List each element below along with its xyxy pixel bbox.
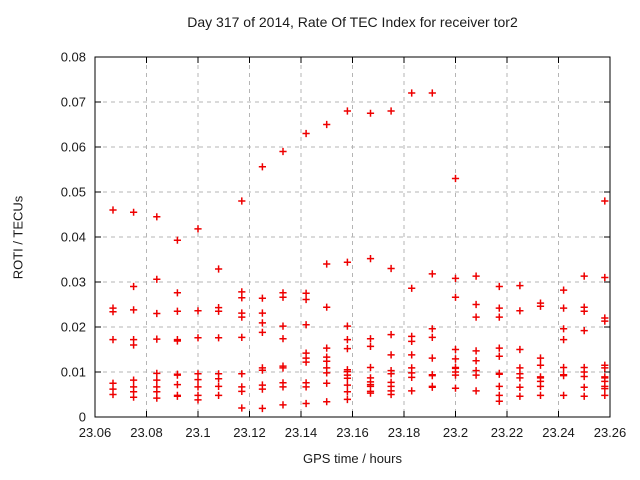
x-tick-label: 23.12 [233, 425, 266, 440]
x-tick-label: 23.14 [285, 425, 318, 440]
y-tick-label: 0.02 [61, 320, 86, 335]
x-tick-label: 23.18 [388, 425, 421, 440]
y-tick-label: 0.06 [61, 140, 86, 155]
y-tick-label: 0.07 [61, 95, 86, 110]
y-tick-label: 0.08 [61, 50, 86, 65]
x-tick-label: 23.2 [443, 425, 468, 440]
x-tick-label: 23.24 [542, 425, 575, 440]
x-axis-title: GPS time / hours [303, 451, 402, 466]
x-tick-label: 23.26 [594, 425, 627, 440]
chart-title: Day 317 of 2014, Rate Of TEC Index for r… [187, 14, 518, 30]
data-points [109, 89, 609, 413]
x-tick-label: 23.08 [130, 425, 163, 440]
x-tick-label: 23.22 [491, 425, 524, 440]
y-tick-label: 0.04 [61, 230, 86, 245]
y-tick-label: 0.03 [61, 275, 86, 290]
y-tick-label: 0.05 [61, 185, 86, 200]
x-tick-label: 23.1 [185, 425, 210, 440]
y-tick-label: 0 [79, 410, 86, 425]
x-tick-label: 23.06 [79, 425, 112, 440]
y-tick-label: 0.01 [61, 365, 86, 380]
x-tick-label: 23.16 [336, 425, 369, 440]
